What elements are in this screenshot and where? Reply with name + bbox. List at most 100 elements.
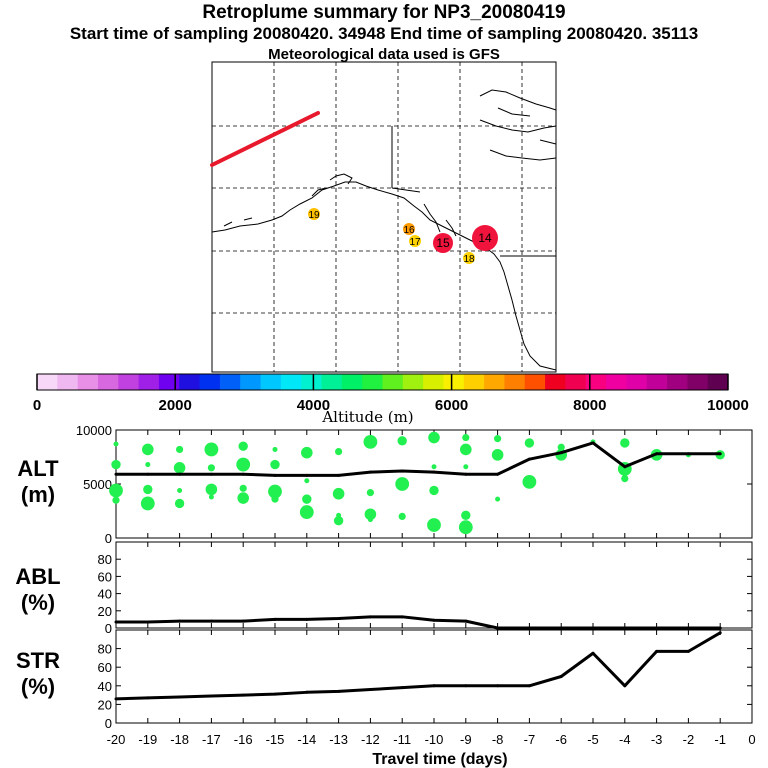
colorbar-cell [219, 374, 241, 390]
alt-data-point [241, 472, 245, 476]
colorbar-tick-label: 8000 [573, 397, 606, 414]
str-data-point [655, 649, 659, 653]
alt-scatter-point [620, 438, 630, 448]
abl-y-tick-label: 0 [105, 621, 112, 636]
alt-data-point [623, 465, 627, 469]
str-data-point [209, 694, 213, 698]
x-tick-label: -3 [651, 732, 663, 747]
chart-title: Retroplume summary for NP3_20080419 [202, 2, 566, 23]
map-marker-16 [403, 223, 415, 235]
x-axis-title: Travel time (days) [372, 751, 507, 768]
str-data-point [718, 631, 722, 635]
alt-scatter-point [238, 441, 248, 451]
alt-scatter-point [304, 478, 310, 484]
colorbar-cell [443, 374, 465, 390]
x-tick-label: -8 [492, 732, 504, 747]
alt-scatter-point [557, 443, 565, 451]
x-tick-label: -12 [361, 732, 380, 747]
x-tick-label: -17 [202, 732, 221, 747]
colorbar-cell [646, 374, 668, 390]
abl-unit-text: (%) [20, 590, 56, 615]
str-data-point [464, 684, 468, 688]
alt-scatter-point [302, 494, 312, 504]
map-marker-label-15: 15 [436, 236, 450, 250]
alt-data-point [337, 473, 341, 477]
sampling-times: Start time of sampling 20080420. 34948 E… [69, 24, 699, 43]
colorbar-cell [667, 374, 688, 390]
colorbar-title: Altitude (m) [321, 408, 413, 426]
colorbar-cell [463, 374, 485, 390]
alt-scatter-point [332, 487, 345, 500]
colorbar-cell [301, 374, 323, 390]
colorbar-cell [423, 374, 444, 390]
alt-scatter-point [398, 512, 406, 521]
alt-scatter-point [301, 446, 313, 459]
abl-data-point [718, 626, 722, 630]
alt-data-point [559, 451, 563, 455]
travel-time-axis: -20 -19 -18 -17 -16 -15 -14 -13 -12 -11 -10 -9 -8 -7-… [107, 732, 756, 768]
alt-scatter-point [143, 484, 153, 495]
alt-y-tick-label: 5000 [83, 477, 112, 492]
alt-scatter-point [142, 443, 154, 456]
colorbar-cell [362, 374, 383, 390]
abl-data-point [559, 626, 563, 630]
str-label-text: STR [16, 648, 60, 673]
colorbar-tick-label: 2000 [159, 397, 192, 414]
alt-scatter-point [207, 464, 215, 472]
colorbar-cell [626, 374, 648, 390]
x-tick-label: -4 [619, 732, 631, 747]
map-frame [211, 61, 557, 373]
colorbar-cell [199, 374, 221, 390]
x-tick-label: -13 [329, 732, 348, 747]
map-marker-19 [308, 208, 320, 220]
x-tick-label: -18 [170, 732, 189, 747]
alt-scatter-point [205, 483, 218, 496]
alt-scatter-point [364, 508, 377, 521]
alt-scatter-point [299, 505, 314, 519]
abl-panel-label: ABL (%) [6, 564, 70, 616]
colorbar-cell [606, 374, 627, 390]
colorbar-cell [321, 374, 343, 390]
altitude-colorbar: 0 2000 4000 6000 8000 10000 Altitude (m) [33, 373, 749, 426]
alt-scatter-point [494, 435, 502, 443]
colorbar-tick-label: 10000 [707, 397, 749, 414]
alt-scatter-point [237, 492, 249, 504]
alt-scatter-point [177, 487, 183, 493]
met-data-note: Meteorological data used is GFS [268, 46, 500, 63]
map-marker-14 [472, 225, 498, 251]
abl-frame [115, 541, 753, 629]
alt-scatter-point [140, 496, 155, 511]
colorbar-cell [382, 374, 404, 390]
alt-y-tick-label: 0 [105, 531, 112, 546]
colorbar-cell [280, 374, 302, 390]
abl-data-point [496, 626, 500, 630]
str-y-tick-label: 20 [98, 697, 112, 712]
abl-y-tick-label: 20 [98, 604, 112, 619]
str-y-tick-label: 40 [98, 679, 112, 694]
alt-data-point [686, 452, 690, 456]
str-data-point [527, 684, 531, 688]
alt-scatter-point [111, 459, 121, 470]
str-panel: 0 20 40 60 80 [98, 629, 753, 731]
alt-data-point [178, 472, 182, 476]
colorbar-tick-label: 4000 [297, 397, 330, 414]
alt-scatter-point [109, 483, 123, 498]
colorbar-cell [118, 374, 140, 390]
alt-data-point [368, 470, 372, 474]
alt-unit-text: (m) [20, 482, 56, 507]
abl-data-point [178, 619, 182, 623]
abl-data-point [400, 615, 404, 619]
alt-data-point [273, 473, 277, 477]
alt-data-point [718, 452, 722, 456]
map-marker-label-17: 17 [409, 237, 421, 248]
alt-data-point [114, 472, 118, 476]
str-data-point [686, 649, 690, 653]
alt-scatter-point [367, 517, 373, 523]
x-tick-label: -19 [138, 732, 157, 747]
abl-label-text: ABL [15, 564, 61, 589]
x-tick-label: -15 [266, 732, 285, 747]
alt-data-point [146, 472, 150, 476]
alt-scatter-point [621, 475, 629, 483]
map-marker-17 [409, 235, 421, 247]
